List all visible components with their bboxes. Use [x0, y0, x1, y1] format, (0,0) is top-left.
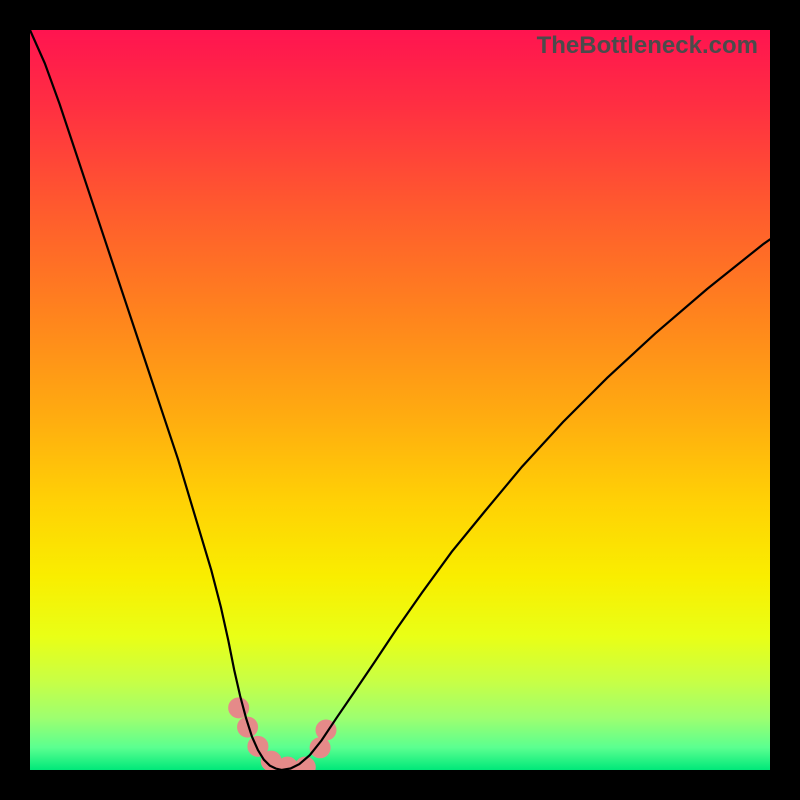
- plot-area: [30, 30, 770, 770]
- chart-frame: TheBottleneck.com: [0, 0, 800, 800]
- curve-markers: [229, 698, 336, 770]
- bottleneck-curve: [30, 30, 770, 770]
- attribution-label: TheBottleneck.com: [537, 32, 758, 60]
- curve-layer: [30, 30, 770, 770]
